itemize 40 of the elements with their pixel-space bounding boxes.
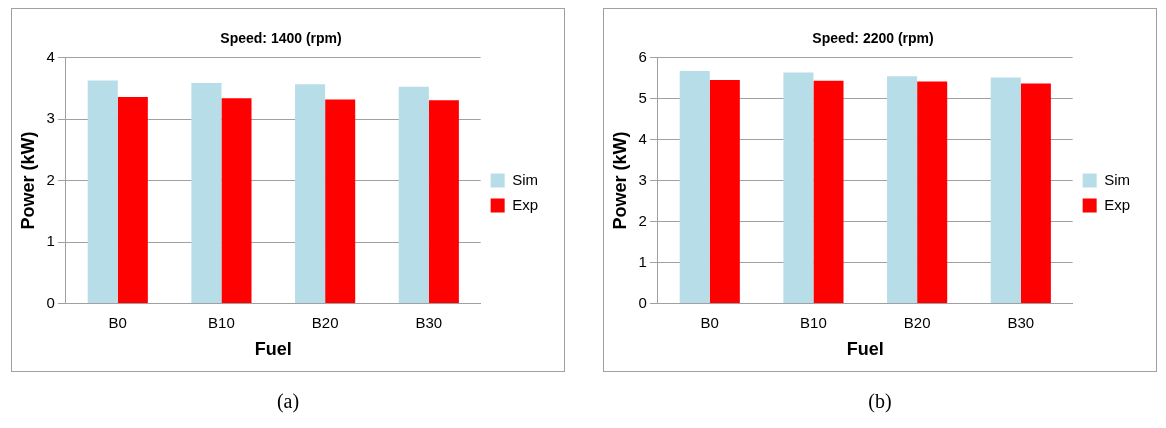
x-tick-label: B10 xyxy=(800,313,827,331)
x-tick-label: B30 xyxy=(1007,313,1035,331)
x-tick-label: B30 xyxy=(415,313,443,331)
x-axis-title: Fuel xyxy=(254,339,292,360)
y-tick-label: 4 xyxy=(638,129,647,147)
x-tick-label: B0 xyxy=(108,313,127,331)
bar xyxy=(917,81,948,303)
bar xyxy=(1020,83,1051,303)
text: (b) xyxy=(868,390,892,413)
legend-label: Sim xyxy=(512,170,538,188)
bar xyxy=(679,70,710,303)
bar xyxy=(990,77,1021,303)
x-tick-label: B20 xyxy=(903,313,931,331)
y-tick-label: 0 xyxy=(46,293,55,311)
y-tick-label: 3 xyxy=(638,170,647,188)
x-tick-label: B10 xyxy=(208,313,235,331)
x-tick-label: B20 xyxy=(311,313,339,331)
text: (a) xyxy=(276,390,300,413)
y-tick-label: 2 xyxy=(46,170,55,188)
y-tick-label: 3 xyxy=(46,109,55,127)
legend-label: Exp xyxy=(512,195,539,213)
y-tick-label: 0 xyxy=(638,293,647,311)
y-tick-label: 5 xyxy=(638,88,647,106)
legend-label: Sim xyxy=(1104,170,1130,188)
bar xyxy=(887,76,918,303)
bar xyxy=(813,80,844,303)
y-tick-label: 1 xyxy=(46,232,55,250)
y-tick-label: 1 xyxy=(638,252,647,270)
bar xyxy=(783,72,814,303)
y-axis-title: Power (kW) xyxy=(17,131,38,230)
y-tick-label: 2 xyxy=(638,211,647,229)
y-tick-label: 6 xyxy=(638,47,647,65)
legend-label: Exp xyxy=(1104,195,1131,213)
y-tick-label: 4 xyxy=(46,47,55,65)
y-axis-title: Power (kW) xyxy=(609,131,630,230)
x-axis-title: Fuel xyxy=(846,339,884,360)
chart-title: Speed: 1400 (rpm) xyxy=(220,30,342,47)
x-tick-label: B0 xyxy=(700,313,719,331)
bar xyxy=(709,79,740,303)
chart-title: Speed: 2200 (rpm) xyxy=(812,30,934,47)
